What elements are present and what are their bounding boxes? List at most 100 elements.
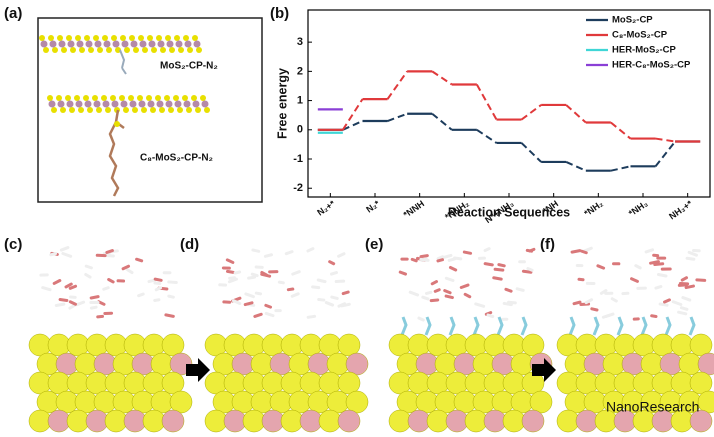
structures xyxy=(39,35,210,197)
sulfur-atom xyxy=(200,95,206,101)
s-sphere xyxy=(594,333,618,357)
ligand xyxy=(616,316,624,336)
s-sphere xyxy=(223,371,247,395)
mo-atom xyxy=(166,40,174,48)
sulfur-atom xyxy=(123,107,129,113)
s-sphere xyxy=(288,352,312,376)
water xyxy=(474,302,486,308)
water xyxy=(444,294,454,300)
sulfur-atom xyxy=(56,95,62,101)
s-sphere xyxy=(104,333,128,357)
sulfur-atom xyxy=(60,107,66,113)
water xyxy=(102,286,110,291)
water xyxy=(316,278,327,284)
water xyxy=(650,314,658,319)
s-sphere xyxy=(280,333,304,357)
mo-atom xyxy=(147,100,155,108)
water xyxy=(684,284,695,290)
water xyxy=(459,283,470,289)
water xyxy=(153,298,161,303)
water xyxy=(486,313,495,319)
sulfur-atom xyxy=(52,47,58,53)
water xyxy=(247,275,257,280)
s-sphere xyxy=(415,390,439,414)
connector xyxy=(654,140,676,167)
s-sphere xyxy=(269,390,293,414)
water xyxy=(251,248,261,253)
s-sphere xyxy=(602,352,626,376)
s-sphere xyxy=(47,371,71,395)
mo-atom xyxy=(49,40,57,48)
sulfur-atom xyxy=(51,107,57,113)
s-sphere xyxy=(242,409,266,433)
water xyxy=(340,302,351,308)
y-tick-label: -2 xyxy=(293,182,303,194)
mo-atom xyxy=(40,40,48,48)
mo-atom xyxy=(193,40,201,48)
water xyxy=(654,285,663,290)
water xyxy=(671,300,683,307)
water xyxy=(515,287,525,292)
sulfur-atom xyxy=(137,95,143,101)
sulfur-atom xyxy=(114,121,120,127)
panel-label: (a) xyxy=(4,5,22,22)
s-sphere xyxy=(212,352,236,376)
sulfur-atom xyxy=(78,107,84,113)
water xyxy=(572,300,582,306)
y-axis-label: Free energy xyxy=(275,68,289,139)
mo-atom xyxy=(138,100,146,108)
panel-label: (b) xyxy=(270,5,289,22)
mo-atom xyxy=(139,40,147,48)
s-sphere xyxy=(575,333,599,357)
mo-sphere xyxy=(231,352,255,376)
x-tick-label: *NH₂ xyxy=(582,198,605,218)
connector xyxy=(431,70,453,86)
mo-sphere xyxy=(621,352,645,376)
s-sphere xyxy=(123,371,147,395)
water xyxy=(443,289,452,295)
x-tick-label: N₂* xyxy=(364,198,382,215)
s-sphere xyxy=(93,390,117,414)
mo-sphere xyxy=(415,352,439,376)
mo-sphere xyxy=(223,409,247,433)
sulfur-atom xyxy=(96,107,102,113)
s-sphere xyxy=(261,371,285,395)
s-sphere xyxy=(66,371,90,395)
water xyxy=(52,279,62,285)
sulfur-atom xyxy=(69,107,75,113)
water xyxy=(653,262,665,267)
water xyxy=(306,247,315,253)
s-sphere xyxy=(689,333,713,357)
sulfur-atom xyxy=(186,107,192,113)
sulfur-atom xyxy=(146,95,152,101)
water xyxy=(570,249,582,254)
water xyxy=(419,254,429,259)
adsorbate xyxy=(119,49,127,75)
s-sphere xyxy=(36,352,60,376)
water xyxy=(687,250,698,257)
s-sphere xyxy=(150,352,174,376)
s-sphere xyxy=(250,390,274,414)
sulfur-atom xyxy=(177,107,183,113)
ligand xyxy=(568,316,576,336)
mo-sphere xyxy=(575,409,599,433)
water xyxy=(483,262,494,267)
mo-sphere xyxy=(307,352,331,376)
water xyxy=(337,252,346,258)
water xyxy=(153,281,162,286)
water xyxy=(410,257,418,263)
panel-label: (c) xyxy=(4,236,22,253)
water xyxy=(244,292,255,299)
sulfur-atom xyxy=(65,95,71,101)
sulfur-atom xyxy=(70,47,76,53)
water xyxy=(599,289,608,295)
sulfur-atom xyxy=(120,35,126,41)
water xyxy=(324,301,335,307)
s-sphere xyxy=(426,409,450,433)
s-sphere xyxy=(142,371,166,395)
water xyxy=(436,255,445,261)
mo-sphere xyxy=(453,352,477,376)
sulfur-atom xyxy=(124,47,130,53)
water xyxy=(254,291,263,296)
